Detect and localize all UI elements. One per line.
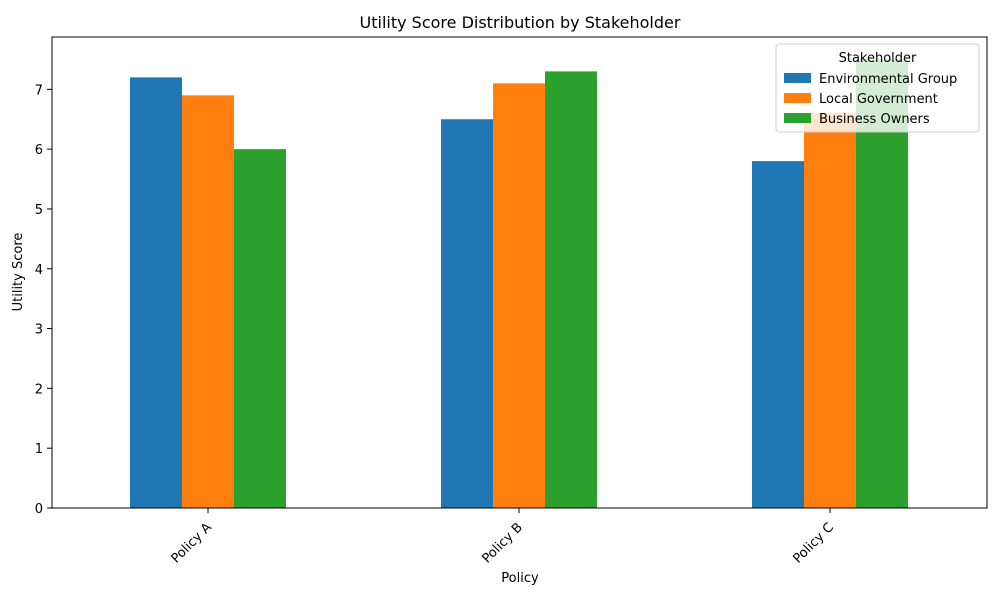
y-tick-label: 7 bbox=[35, 83, 43, 98]
bar-environmental-group-policy-a bbox=[130, 77, 182, 508]
legend-swatch bbox=[784, 73, 811, 83]
legend-label: Business Owners bbox=[819, 112, 930, 127]
x-axis-label: Policy bbox=[501, 571, 539, 586]
y-tick-label: 6 bbox=[35, 143, 43, 158]
bar-local-government-policy-b bbox=[493, 83, 545, 508]
bar-environmental-group-policy-c bbox=[752, 161, 804, 508]
y-axis-label: Utility Score bbox=[11, 233, 26, 312]
x-tick-label: Policy C bbox=[790, 520, 836, 566]
x-axis: Policy A Policy B Policy C bbox=[169, 508, 837, 567]
y-tick-label: 4 bbox=[35, 263, 43, 278]
bar-business-owners-policy-c bbox=[856, 59, 908, 509]
y-tick-label: 5 bbox=[35, 203, 43, 218]
bars-group bbox=[130, 59, 908, 509]
chart-title: Utility Score Distribution by Stakeholde… bbox=[360, 13, 681, 32]
legend-box bbox=[775, 43, 980, 133]
legend: Stakeholder Environmental Group Local Gove… bbox=[775, 43, 980, 133]
y-tick-label: 1 bbox=[35, 442, 43, 457]
legend-label: Local Government bbox=[819, 92, 938, 107]
y-tick-label: 3 bbox=[35, 323, 43, 338]
legend-title: Stakeholder bbox=[839, 51, 917, 66]
x-tick-label: Policy A bbox=[169, 520, 215, 566]
y-tick-label: 2 bbox=[35, 382, 43, 397]
bar-business-owners-policy-b bbox=[545, 71, 597, 508]
y-tick-label: 0 bbox=[35, 502, 43, 517]
bar-business-owners-policy-a bbox=[234, 149, 286, 508]
legend-label: Environmental Group bbox=[819, 72, 957, 87]
legend-swatch bbox=[784, 113, 811, 123]
bar-local-government-policy-c bbox=[804, 113, 856, 508]
bar-local-government-policy-a bbox=[182, 95, 234, 509]
y-axis: 0 1 2 3 4 5 6 7 bbox=[35, 83, 52, 517]
bar-environmental-group-policy-b bbox=[441, 119, 493, 508]
legend-swatch bbox=[784, 93, 811, 103]
x-tick-label: Policy B bbox=[480, 520, 526, 566]
